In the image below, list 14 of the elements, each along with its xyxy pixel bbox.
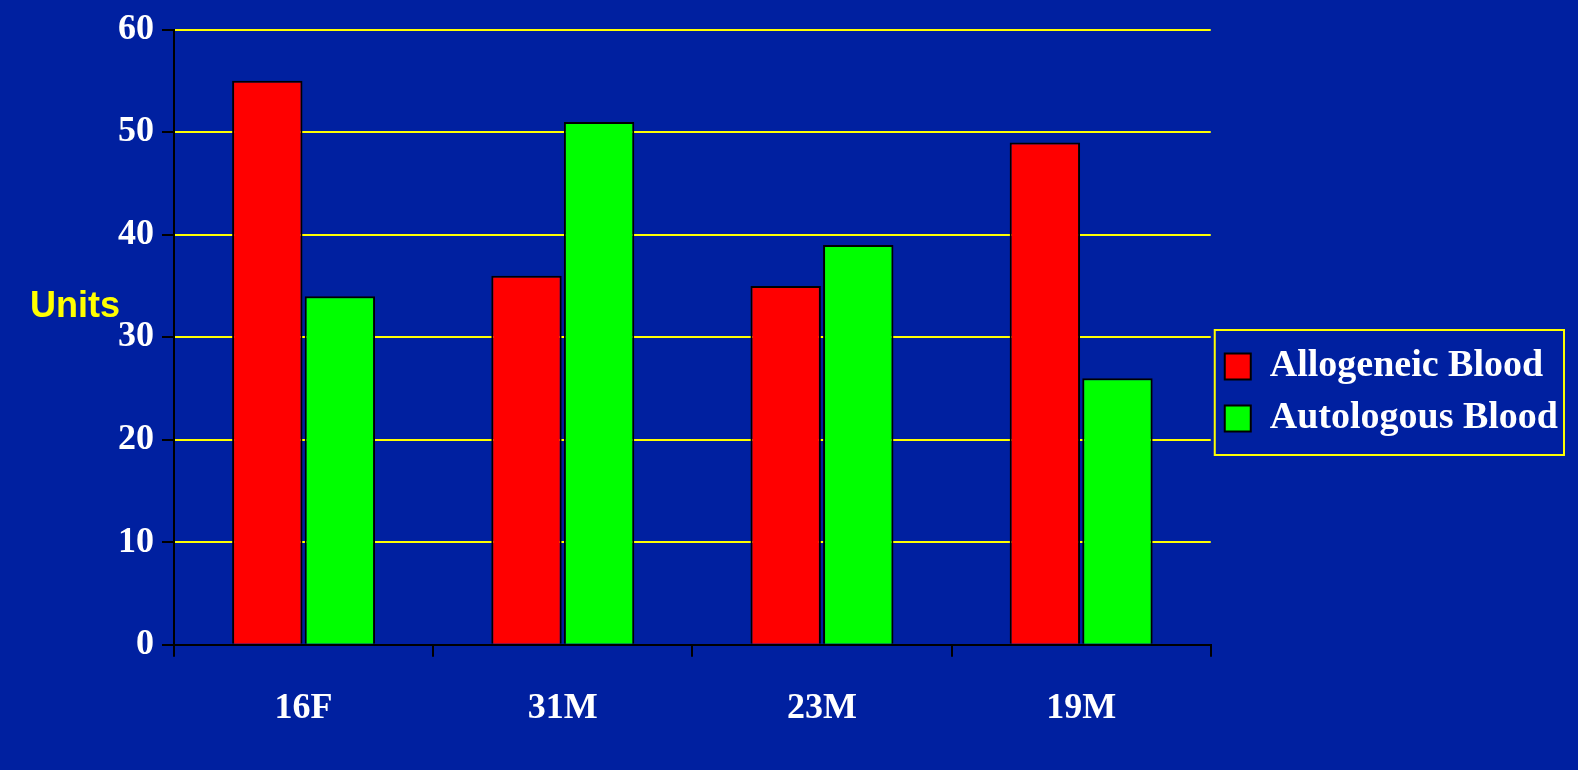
x-tick-label: 19M bbox=[1046, 685, 1117, 726]
y-tick-label: 60 bbox=[118, 6, 154, 47]
x-tick-label: 16F bbox=[274, 685, 333, 726]
y-tick-label: 20 bbox=[118, 417, 154, 458]
y-axis-title: Units bbox=[30, 284, 120, 326]
y-tick-label: 0 bbox=[136, 622, 154, 663]
y-tick-label: 50 bbox=[118, 109, 154, 150]
y-tick-label: 10 bbox=[118, 519, 154, 560]
x-tick-label: 31M bbox=[527, 685, 598, 726]
legend-label: Autologous Blood bbox=[1269, 394, 1558, 437]
legend-label: Allogeneic Blood bbox=[1269, 342, 1544, 385]
y-tick-label: 30 bbox=[118, 314, 154, 355]
y-tick-label: 40 bbox=[118, 211, 154, 252]
x-tick-label: 23M bbox=[786, 685, 857, 726]
